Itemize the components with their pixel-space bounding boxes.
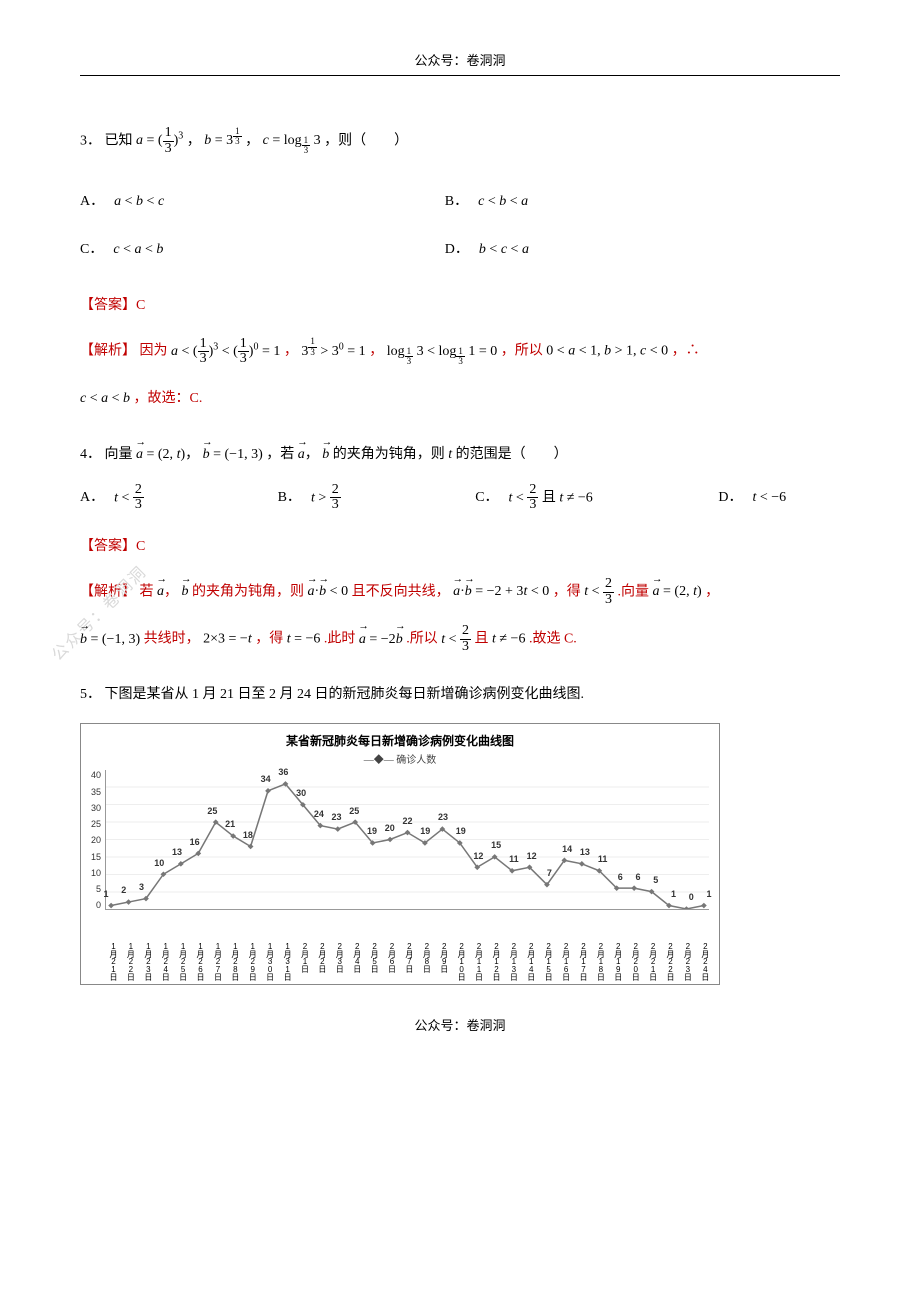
q4-solution-line2: b = (−1, 3) 共线时， 2×3 = −t ，得 t = −6 .此时 … [80, 624, 840, 655]
data-point-label: 10 [154, 858, 164, 868]
chart-title: 某省新冠肺炎每日新增确诊病例变化曲线图 [91, 732, 709, 749]
q5-stem: 5． 下图是某省从 1 月 21 日至 2 月 24 日的新冠肺炎每日新增确诊病… [80, 683, 840, 703]
q4-opt-b: B．t > 23 [278, 483, 476, 513]
q3-opt-d: D．b < c < a [445, 238, 810, 258]
plot-area: 1231013162521183436302423251920221923191… [105, 770, 709, 910]
page-header: 公众号：卷洞洞 [80, 50, 840, 76]
data-point-label: 25 [349, 806, 359, 816]
data-point-label: 13 [172, 847, 182, 857]
q3-opt-c: C．c < a < b [80, 238, 445, 258]
chart-area: 4035302520151050 12310131625211834363024… [91, 770, 709, 940]
data-point-label: 18 [243, 830, 253, 840]
q4-options: A．t < 23 B．t > 23 C．t < 23 且 t ≠ −6 D．t … [80, 483, 840, 513]
q3-tail: ，则（ ） [324, 133, 408, 148]
q3-opt-b: B．c < b < a [445, 190, 810, 210]
q3-stem: 3． 已知 a = (13)3 ， b = 313 ， c = log13 3 … [80, 126, 840, 156]
data-point-label: 16 [190, 837, 200, 847]
q3-options: A．a < b < c B．c < b < a C．c < a < b D．b … [80, 176, 840, 272]
data-point-label: 25 [207, 806, 217, 816]
q3-expr-c: c = log13 3 [263, 133, 321, 148]
q4-opt-d: D．t < −6 [718, 486, 840, 506]
data-point-label: 0 [689, 892, 694, 902]
data-point-label: 23 [332, 812, 342, 822]
data-point-label: 13 [580, 847, 590, 857]
data-point-label: 34 [261, 774, 271, 784]
document-page: 公众号：卷洞洞 公众号：卷洞洞 3． 已知 a = (13)3 ， b = 31… [0, 0, 920, 1074]
data-point-label: 12 [473, 851, 483, 861]
data-point-label: 24 [314, 809, 324, 819]
data-point-label: 20 [385, 823, 395, 833]
chart-legend: —◆— 确诊人数 [91, 751, 709, 766]
q5-chart: 某省新冠肺炎每日新增确诊病例变化曲线图 —◆— 确诊人数 40353025201… [80, 723, 720, 985]
q3-opt-a: A．a < b < c [80, 190, 445, 210]
q3-expr-b: b = 313 [204, 133, 241, 148]
q3-solution-line1: 【解析】 因为 a < (13)3 < (13)0 = 1 ， 313 > 30… [80, 336, 840, 367]
data-point-label: 2 [121, 885, 126, 895]
data-point-label: 6 [636, 872, 641, 882]
q3-expr-a: a = (13)3 [136, 133, 183, 148]
page-footer: 公众号：卷洞洞 [80, 1015, 840, 1034]
data-point-label: 6 [618, 872, 623, 882]
data-point-label: 5 [653, 875, 658, 885]
data-point-label: 15 [491, 840, 501, 850]
q4-opt-a: A．t < 23 [80, 483, 278, 513]
data-point-label: 19 [456, 826, 466, 836]
q4-solution-line1: 【解析】 若 a， b 的夹角为钝角，则 a·b < 0 且不反向共线， a·b… [80, 577, 840, 608]
x-axis: 1月21日1月22日1月23日1月24日1月25日1月26日1月27日1月28日… [109, 940, 709, 980]
data-point-label: 21 [225, 819, 235, 829]
q3-solution-line2: c < a < b ，故选：C. [80, 384, 840, 415]
data-point-label: 30 [296, 788, 306, 798]
q5-number: 5． [80, 687, 101, 702]
q4-answer: 【答案】C [80, 535, 840, 555]
data-point-label: 14 [562, 844, 572, 854]
data-point-label: 22 [402, 816, 412, 826]
data-point-label: 19 [420, 826, 430, 836]
data-point-label: 11 [598, 854, 608, 864]
q4-stem: 4． 向量 a = (2, t)， b = (−1, 3) ，若 a， b 的夹… [80, 443, 840, 463]
data-point-label: 3 [139, 882, 144, 892]
data-point-label: 1 [104, 889, 109, 899]
q3-answer: 【答案】C [80, 294, 840, 314]
data-point-label: 1 [706, 889, 711, 899]
data-point-label: 12 [527, 851, 537, 861]
q3-number: 3． [80, 133, 101, 148]
q4-opt-c: C．t < 23 且 t ≠ −6 [475, 483, 718, 513]
q4-number: 4． [80, 447, 101, 462]
data-point-label: 19 [367, 826, 377, 836]
data-point-label: 36 [278, 767, 288, 777]
data-point-label: 23 [438, 812, 448, 822]
q3-prefix: 已知 [105, 133, 133, 148]
data-point-label: 7 [547, 868, 552, 878]
data-point-label: 1 [671, 889, 676, 899]
data-point-label: 11 [509, 854, 519, 864]
